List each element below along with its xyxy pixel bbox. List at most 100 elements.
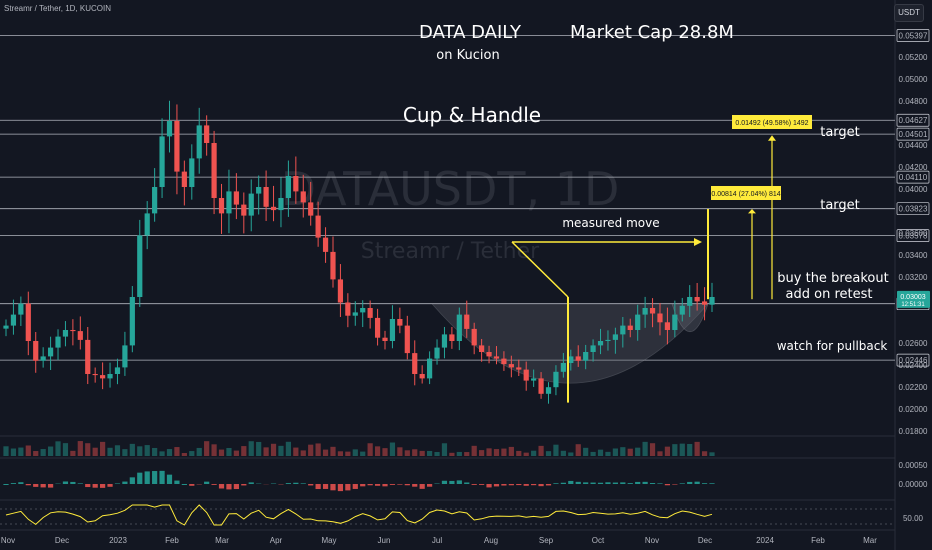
volume-bar	[345, 451, 351, 456]
level-price-label: 0.04110	[899, 173, 928, 182]
y-tick-label: 0.03600	[899, 229, 928, 238]
volume-bar	[85, 443, 91, 456]
y-tick-label: 0.04800	[899, 97, 928, 106]
x-tick-label: Apr	[270, 536, 283, 545]
candle-body	[709, 297, 715, 305]
candle-body	[345, 302, 351, 316]
symbol-header[interactable]: Streamr / Tether, 1D, KUCOIN	[4, 4, 111, 13]
macd-bar	[493, 484, 500, 487]
candle-body	[538, 378, 544, 394]
volume-bar	[449, 452, 455, 456]
volume-bar	[679, 443, 685, 456]
volume-bar	[33, 451, 39, 456]
macd-bar	[181, 484, 187, 485]
volume-bar	[612, 448, 618, 456]
volume-bar	[389, 442, 396, 456]
macd-bar	[620, 482, 626, 484]
candle-body	[426, 358, 433, 379]
volume-pane	[3, 441, 715, 456]
volume-bar	[248, 441, 254, 456]
macd-bar	[597, 482, 604, 484]
macd-bar	[129, 477, 135, 484]
macd-bar	[248, 482, 254, 484]
volume-bar	[256, 441, 262, 456]
level-price-tag	[896, 202, 930, 216]
volume-bar	[3, 446, 9, 456]
volume-bar	[672, 444, 678, 456]
y-tick-label: 0.04200	[899, 163, 928, 172]
macd-bar	[308, 484, 314, 486]
macd-bar	[627, 483, 633, 484]
level-price-tag	[896, 29, 930, 42]
candle-body	[679, 305, 685, 315]
macd-bar	[3, 484, 9, 485]
volume-bar	[635, 447, 641, 456]
candle-body	[501, 358, 507, 365]
y-tick-label: 0.02000	[899, 405, 928, 414]
macd-bar	[605, 482, 611, 484]
rsi-tick-label: 50.00	[903, 514, 924, 523]
macd-bar	[322, 484, 329, 489]
volume-bar	[211, 444, 217, 456]
volume-bar	[10, 448, 17, 456]
price-axis[interactable]: 0.05397 0.04627 0.04501 0.04110 0.03823 0.035…	[896, 29, 930, 523]
volume-bar	[137, 446, 143, 456]
candle-body	[211, 143, 217, 198]
candle-body	[166, 121, 173, 137]
measured-move-label: measured move	[562, 216, 659, 230]
macd-bar	[77, 483, 83, 484]
time-axis[interactable]: Nov Dec 2023 Feb Mar Apr May Jun Jul Aug Sep Oct Nov…	[1, 536, 877, 545]
macd-bar	[62, 481, 69, 484]
currency-button[interactable]: USDT	[894, 4, 924, 22]
macd-bar	[649, 483, 656, 484]
macd-bar	[590, 482, 596, 484]
candle-body	[657, 313, 663, 323]
candle-body	[649, 308, 656, 314]
macd-bar	[85, 484, 91, 488]
candle-body	[62, 330, 69, 337]
candle-series	[3, 100, 715, 404]
volume-bar	[360, 451, 366, 456]
y-tick-label: 0.02200	[899, 383, 928, 392]
candle-body	[367, 308, 373, 318]
macd-bar	[241, 484, 247, 486]
x-tick-label: Dec	[698, 536, 712, 545]
candle-body	[77, 331, 83, 340]
volume-bar	[174, 447, 180, 456]
volume-bar	[337, 451, 344, 456]
macd-bar	[612, 482, 618, 484]
x-tick-label: 2023	[109, 536, 127, 545]
candle-body	[449, 334, 455, 341]
macd-bar	[679, 483, 685, 484]
volume-bar	[144, 445, 150, 456]
candle-body	[531, 378, 537, 381]
macd-bar	[694, 481, 700, 484]
macd-bar	[479, 484, 485, 485]
candle-body	[137, 235, 143, 297]
target-upper-arrowhead	[768, 135, 776, 141]
candle-body	[486, 352, 492, 357]
candle-body	[196, 125, 202, 159]
candle-body	[374, 317, 381, 338]
candle-body	[694, 297, 700, 302]
macd-bar	[33, 484, 39, 487]
macd-bar	[18, 482, 24, 484]
volume-bar	[226, 447, 232, 456]
candle-body	[575, 356, 581, 361]
volume-bar	[189, 451, 195, 456]
candle-body	[3, 325, 9, 329]
macd-bar	[374, 484, 381, 486]
level-price-tag	[896, 127, 930, 141]
macd-bar	[426, 484, 433, 487]
x-tick-label: Mar	[215, 536, 229, 545]
volume-bar	[308, 444, 314, 456]
volume-bar	[404, 450, 410, 456]
macd-pane	[3, 470, 715, 492]
title-left: DATA DAILY	[419, 22, 522, 43]
volume-bar	[278, 445, 284, 456]
candle-body	[159, 136, 165, 187]
volume-bar	[159, 451, 165, 456]
candle-body	[322, 237, 329, 252]
volume-bar	[196, 447, 202, 456]
